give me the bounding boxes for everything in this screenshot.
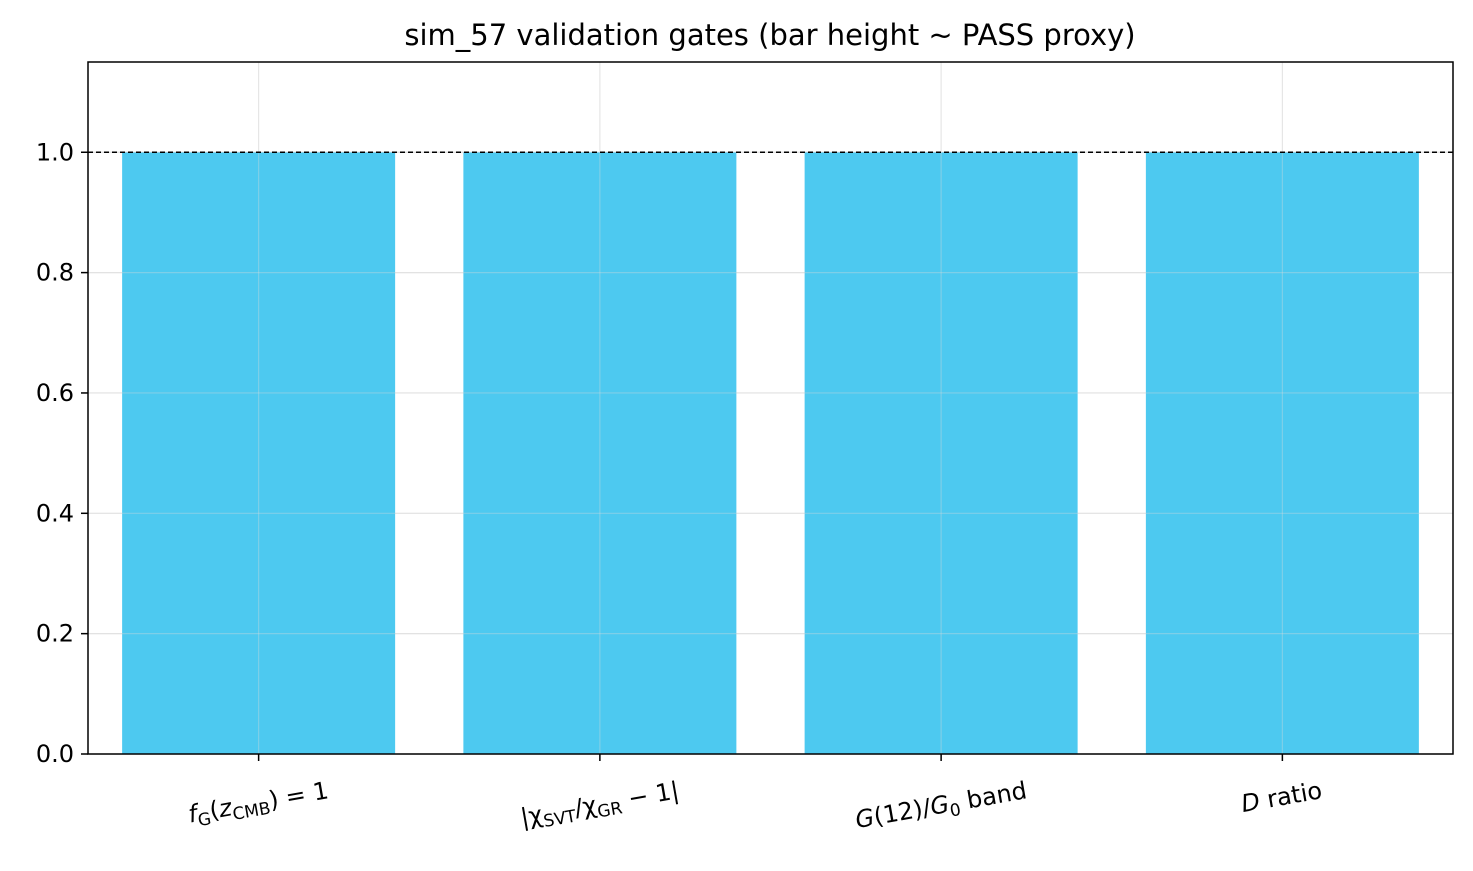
x-tick-label: G(12)/G0 band (853, 776, 1029, 838)
x-tick-label: fG(zCMB) = 1 (186, 776, 331, 832)
chart-title: sim_57 validation gates (bar height ~ PA… (404, 18, 1135, 52)
bars (88, 151, 1453, 755)
plot-frame (87, 61, 1454, 755)
y-tick-label: 0.8 (36, 259, 74, 287)
bar (1145, 152, 1419, 754)
x-axis-ticks: fG(zCMB) = 1 |χSVT/χGR − 1| G(12)/G0 band D… (186, 754, 1324, 838)
bar (122, 152, 396, 754)
y-tick-label: 0.4 (36, 499, 74, 527)
x-tick-label: |χSVT/χGR − 1| (518, 776, 682, 835)
bar (804, 152, 1078, 754)
y-tick-label: 0.0 (36, 740, 74, 768)
y-tick-label: 1.0 (36, 138, 74, 166)
x-tick-label: D ratio (1239, 776, 1324, 818)
bar (463, 152, 737, 754)
y-tick-label: 0.6 (36, 379, 74, 407)
y-axis-ticks: 0.0 0.2 0.4 0.6 0.8 1.0 (36, 138, 88, 768)
y-tick-label: 0.2 (36, 620, 74, 648)
